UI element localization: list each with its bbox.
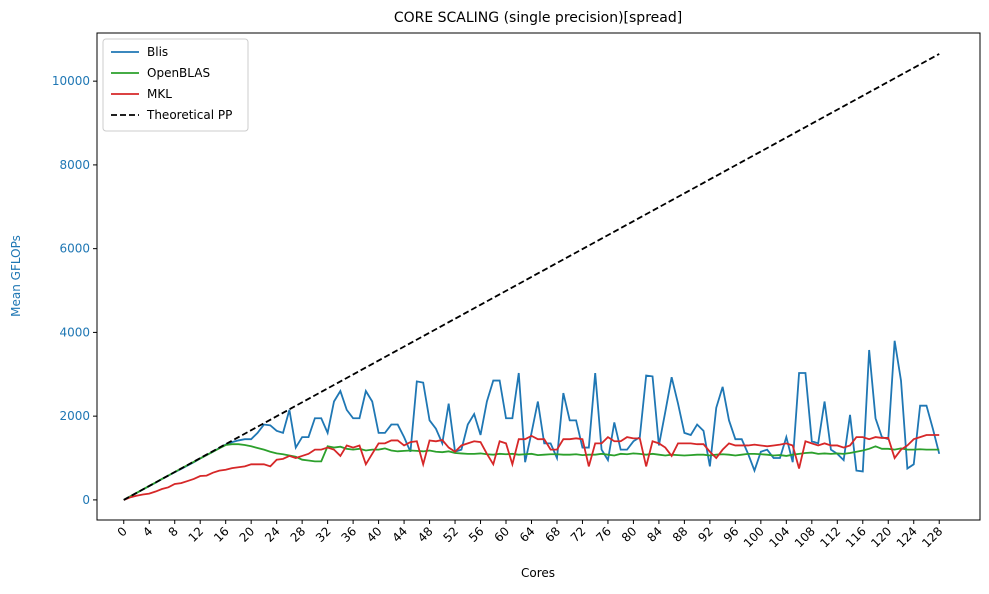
series-line xyxy=(123,434,940,501)
y-tick-label: 8000 xyxy=(59,158,90,172)
y-tick-label: 10000 xyxy=(52,74,90,88)
plot-frame xyxy=(96,32,981,521)
series-line xyxy=(123,53,940,501)
legend-label: MKL xyxy=(147,87,172,101)
legend-label: Theoretical PP xyxy=(146,108,232,122)
x-axis-label: Cores xyxy=(521,566,555,580)
y-tick-label: 6000 xyxy=(59,242,90,256)
y-tick-label: 0 xyxy=(82,493,90,507)
legend-label: OpenBLAS xyxy=(147,66,210,80)
y-tick-label: 4000 xyxy=(59,325,90,339)
chart-title: CORE SCALING (single precision)[spread] xyxy=(394,10,682,26)
y-tick-label: 2000 xyxy=(59,409,90,423)
legend-label: Blis xyxy=(147,45,168,59)
legend-box xyxy=(102,38,249,132)
series-line xyxy=(123,340,941,501)
y-axis-label: Mean GFLOPs xyxy=(9,235,23,317)
